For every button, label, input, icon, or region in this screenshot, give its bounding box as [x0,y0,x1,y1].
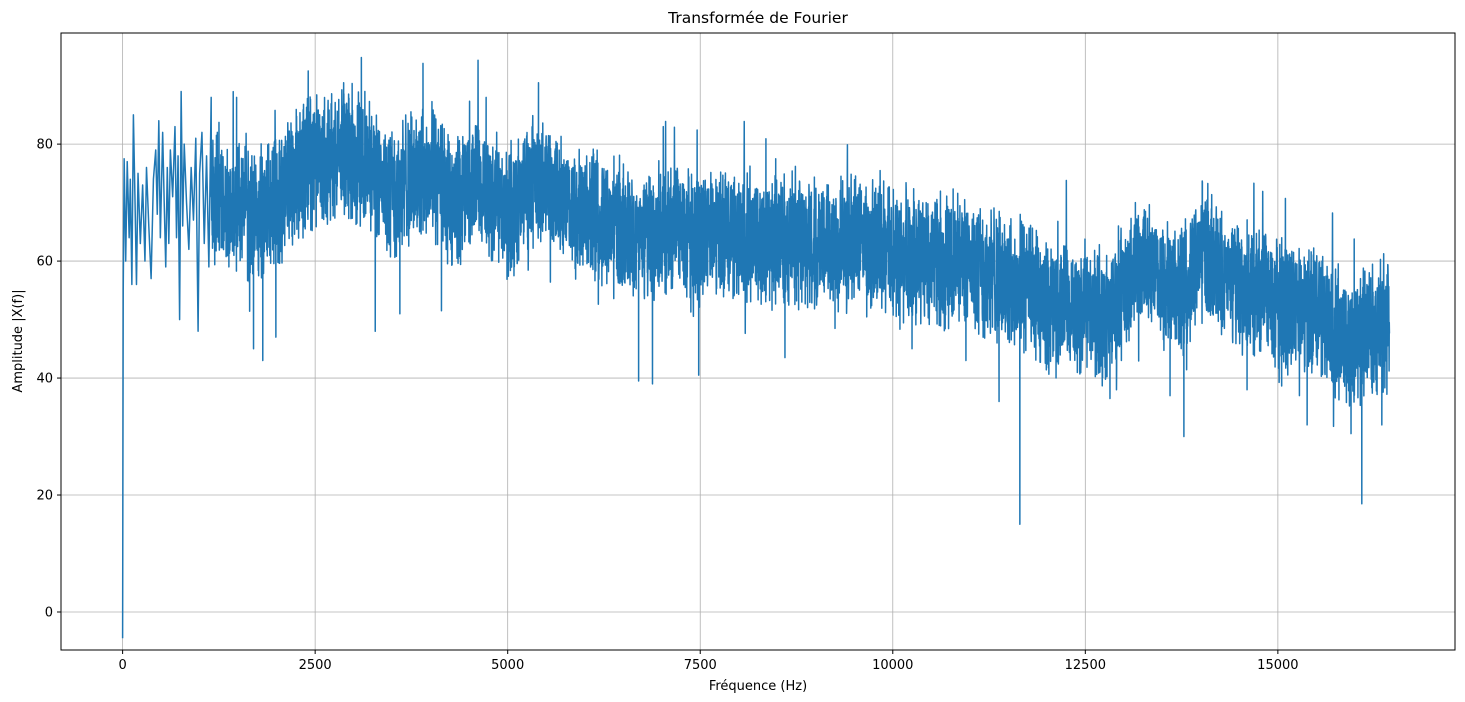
chart-title: Transformée de Fourier [667,9,848,27]
y-tick-label: 40 [36,372,53,387]
y-axis-label: Amplitude |X(f)| [11,289,26,392]
y-tick-label: 0 [45,605,53,620]
y-axis-ticks: 0 20 40 60 80 [36,138,61,620]
x-tick-label: 10000 [872,658,913,673]
y-tick-label: 80 [36,138,53,153]
y-tick-label: 60 [36,255,53,270]
amplitude-series-line [121,56,1391,639]
data-series [121,56,1391,639]
y-tick-label: 20 [36,489,53,504]
x-tick-label: 12500 [1065,658,1106,673]
x-tick-label: 5000 [491,658,524,673]
x-tick-label: 0 [118,658,126,673]
plot-frame [60,32,1456,651]
x-axis-ticks: 0 2500 5000 7500 10000 12500 15000 [118,650,1299,673]
x-tick-label: 2500 [299,658,332,673]
x-tick-label: 15000 [1257,658,1298,673]
x-axis-label: Fréquence (Hz) [709,679,807,694]
x-tick-label: 7500 [684,658,717,673]
